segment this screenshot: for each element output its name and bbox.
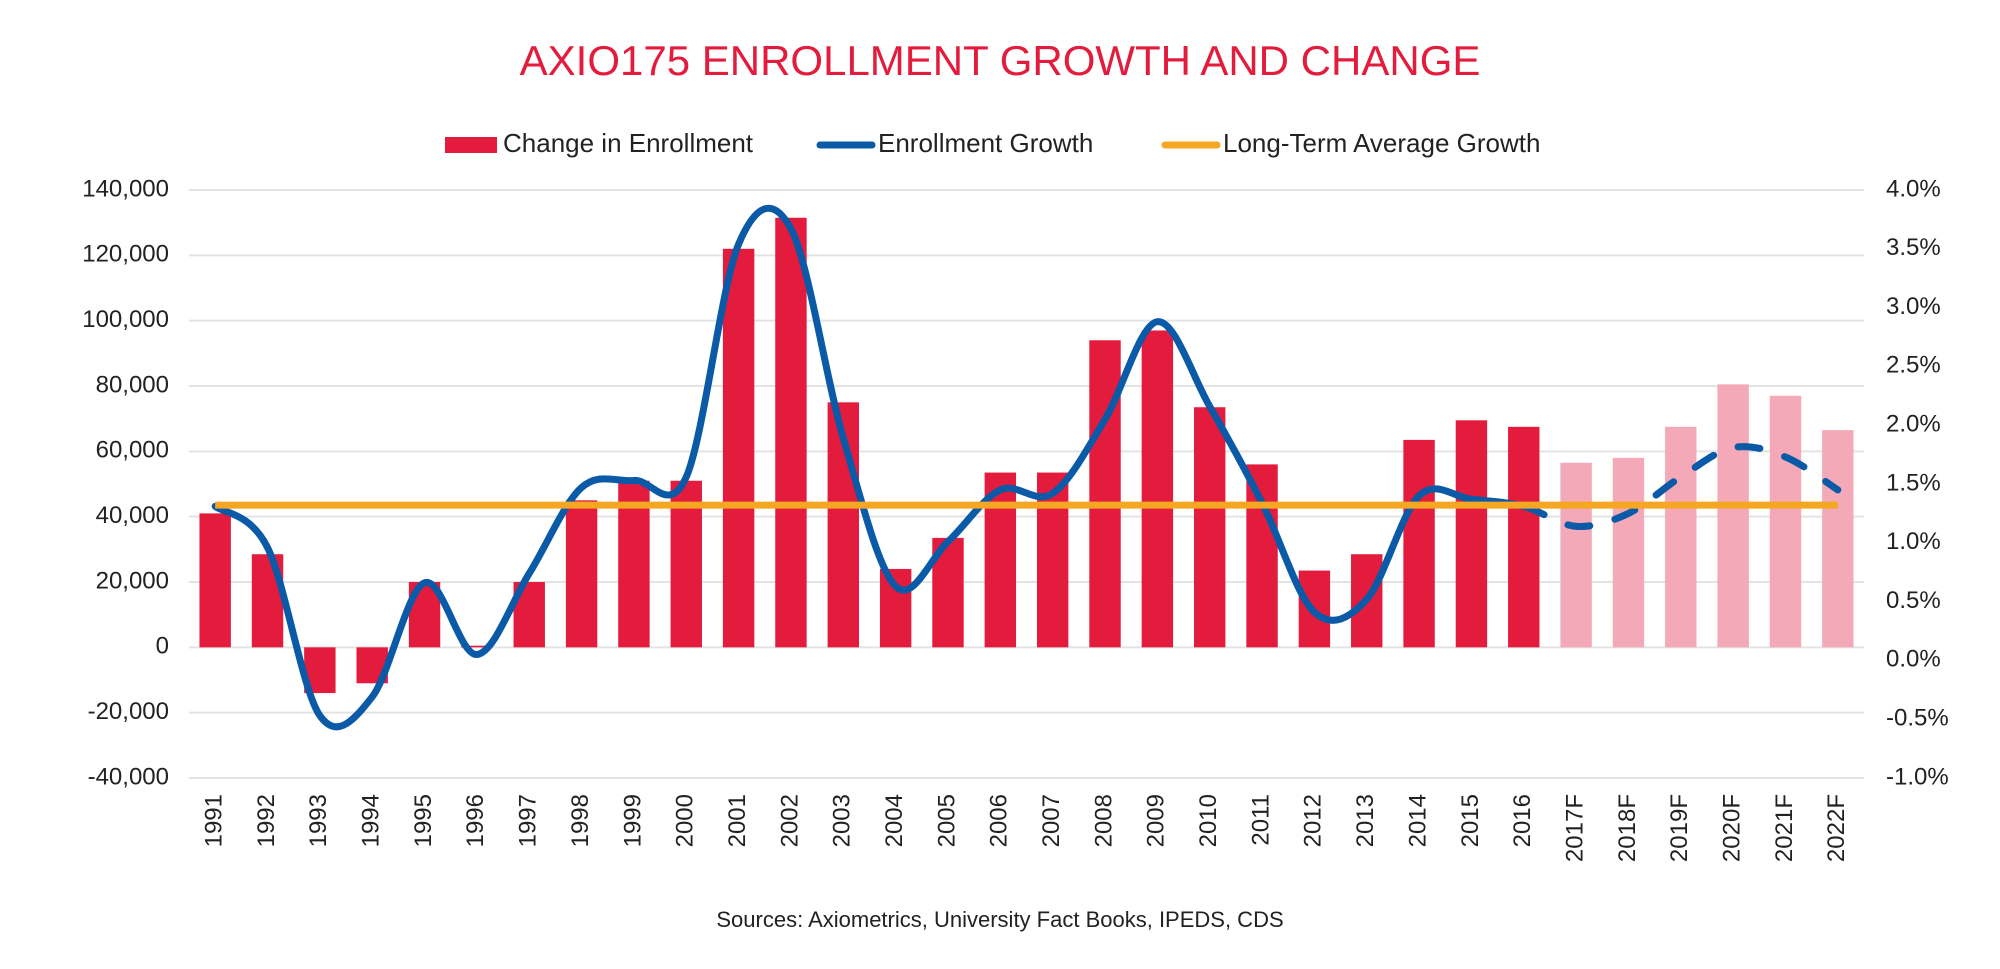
x-tick-label: 1999 bbox=[619, 794, 646, 847]
x-tick-label: 1997 bbox=[515, 794, 542, 847]
line bbox=[211, 204, 1528, 731]
x-tick-label: 2010 bbox=[1195, 794, 1222, 847]
bar bbox=[722, 248, 755, 648]
bar bbox=[1141, 330, 1174, 648]
x-tick-label: 2008 bbox=[1090, 794, 1117, 847]
legend-label: Enrollment Growth bbox=[878, 128, 1093, 158]
bar bbox=[1455, 420, 1488, 648]
x-tick-label: 1991 bbox=[201, 794, 228, 847]
y2-tick-label: 2.0% bbox=[1886, 411, 1941, 438]
legend-label: Change in Enrollment bbox=[503, 128, 754, 158]
y2-tick-label: 0.5% bbox=[1886, 587, 1941, 614]
source-note: Sources: Axiometrics, University Fact Bo… bbox=[716, 907, 1283, 932]
y-tick-label: 20,000 bbox=[96, 567, 169, 594]
bar bbox=[1665, 426, 1697, 648]
x-tick-label: 2012 bbox=[1300, 794, 1327, 847]
x-tick-label: 2021F bbox=[1771, 794, 1798, 862]
y-tick-label: -20,000 bbox=[88, 698, 169, 725]
x-tick-label: 2017F bbox=[1561, 794, 1588, 862]
bar bbox=[1508, 426, 1540, 648]
legend-label: Long-Term Average Growth bbox=[1223, 128, 1540, 158]
bar bbox=[1717, 384, 1749, 648]
x-tick-label: 2005 bbox=[933, 794, 960, 847]
y2-tick-label: 3.5% bbox=[1886, 234, 1941, 261]
x-tick-label: 2014 bbox=[1404, 794, 1431, 847]
x-tick-label: 1993 bbox=[305, 794, 332, 847]
y2-tick-label: 1.5% bbox=[1886, 469, 1941, 496]
y-tick-label: 100,000 bbox=[82, 306, 169, 333]
y2-tick-label: -1.0% bbox=[1886, 763, 1949, 790]
bar bbox=[1089, 340, 1121, 648]
x-tick-label: 1996 bbox=[462, 794, 489, 847]
x-tick-label: 2016 bbox=[1509, 794, 1536, 847]
x-tick-label: 2009 bbox=[1143, 794, 1170, 847]
y-tick-label: 0 bbox=[156, 633, 169, 660]
bar bbox=[1194, 407, 1226, 648]
bar bbox=[461, 645, 493, 648]
bar bbox=[565, 500, 598, 648]
y-tick-label: -40,000 bbox=[88, 763, 169, 790]
bar bbox=[1822, 430, 1854, 648]
x-tick-label: 1992 bbox=[253, 794, 280, 847]
x-tick-label: 2018F bbox=[1614, 794, 1641, 862]
line-forecast bbox=[1520, 443, 1842, 530]
y2-tick-label: 4.0% bbox=[1886, 175, 1941, 202]
x-tick-label: 2015 bbox=[1457, 794, 1484, 847]
bar bbox=[1403, 439, 1435, 648]
bar bbox=[1246, 464, 1278, 648]
x-tick-label: 2000 bbox=[672, 794, 699, 847]
y2-tick-label: 1.0% bbox=[1886, 528, 1941, 555]
x-tick-label: 2019F bbox=[1666, 794, 1693, 862]
x-tick-label: 2006 bbox=[986, 794, 1013, 847]
y2-tick-label: -0.5% bbox=[1886, 705, 1949, 732]
bar bbox=[879, 568, 912, 648]
y2-tick-label: 0.0% bbox=[1886, 646, 1941, 673]
x-tick-label: 1998 bbox=[567, 794, 594, 847]
bar bbox=[1560, 462, 1592, 648]
x-tick-label: 1995 bbox=[410, 794, 437, 847]
x-tick-label: 2004 bbox=[881, 794, 908, 847]
x-tick-label: 2011 bbox=[1247, 794, 1274, 846]
y-tick-label: 40,000 bbox=[96, 502, 169, 529]
x-tick-label: 2013 bbox=[1352, 794, 1379, 847]
y-tick-label: 120,000 bbox=[82, 241, 169, 268]
x-tick-label: 2007 bbox=[1038, 794, 1065, 847]
x-tick-label: 2002 bbox=[776, 794, 803, 847]
y-tick-label: 140,000 bbox=[82, 175, 169, 202]
legend-swatch bbox=[445, 137, 497, 153]
x-tick-label: 2003 bbox=[829, 794, 856, 847]
y2-tick-label: 3.0% bbox=[1886, 293, 1941, 320]
bar bbox=[199, 513, 231, 648]
y-tick-label: 80,000 bbox=[96, 371, 169, 398]
bar bbox=[1612, 457, 1645, 648]
y-tick-label: 60,000 bbox=[96, 437, 169, 464]
x-tick-label: 1994 bbox=[358, 794, 385, 847]
chart-title: AXIO175 ENROLLMENT GROWTH AND CHANGE bbox=[520, 37, 1481, 84]
bar bbox=[775, 217, 807, 648]
bar bbox=[1769, 395, 1802, 648]
x-tick-label: 2020F bbox=[1718, 794, 1745, 862]
x-tick-label: 2022F bbox=[1823, 794, 1850, 862]
y2-tick-label: 2.5% bbox=[1886, 352, 1941, 379]
x-tick-label: 2001 bbox=[724, 794, 751, 847]
